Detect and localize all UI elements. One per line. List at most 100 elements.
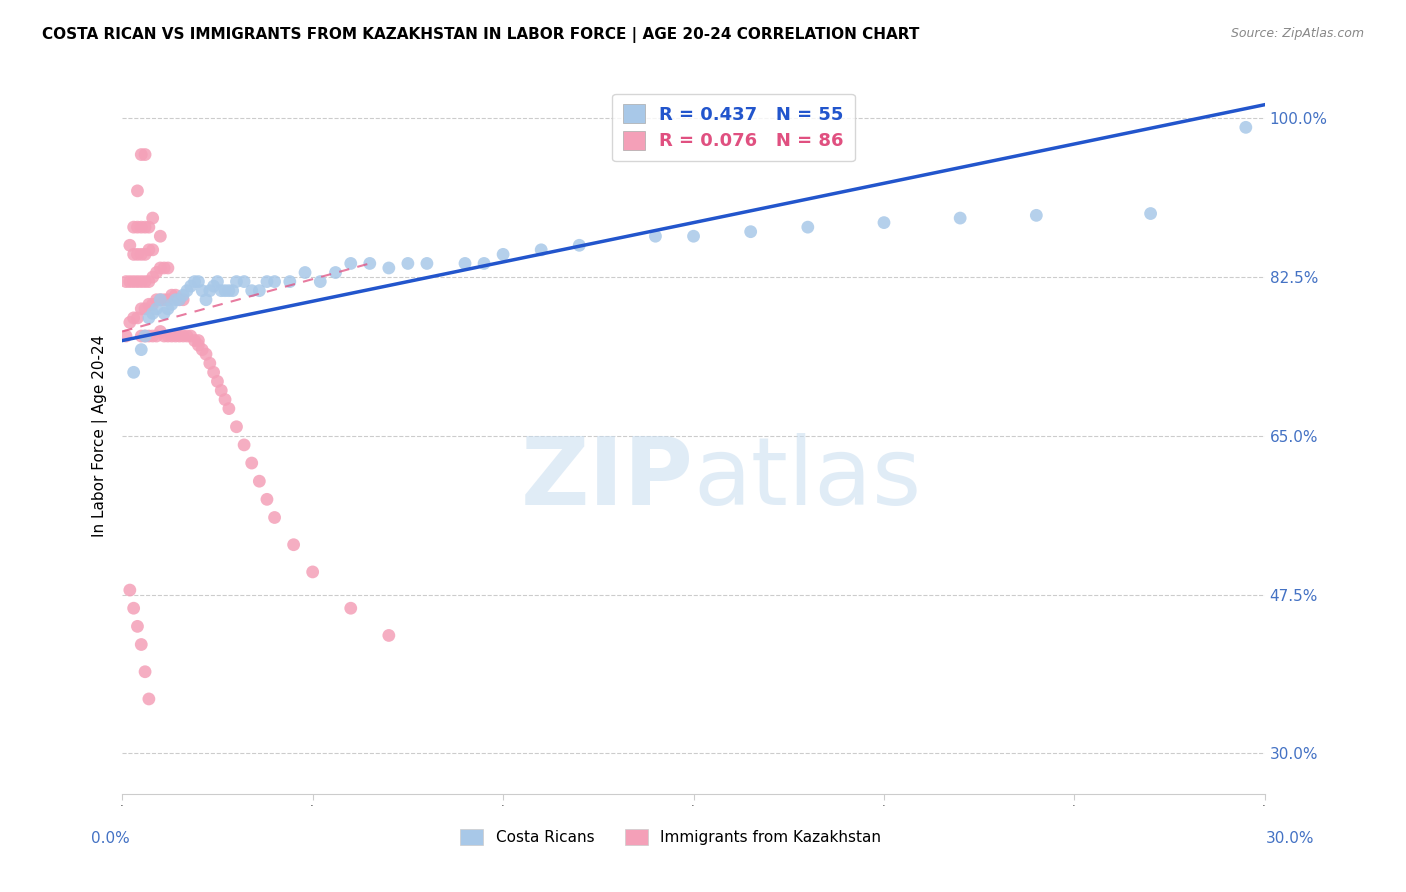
- Point: [378, 628, 401, 642]
- Point: [149, 229, 172, 244]
- Point: [169, 293, 191, 307]
- Point: [149, 293, 172, 307]
- Point: [122, 601, 145, 615]
- Point: [378, 260, 401, 275]
- Point: [122, 247, 145, 261]
- Point: [309, 275, 332, 289]
- Point: [172, 293, 194, 307]
- Point: [118, 238, 141, 252]
- Legend: R = 0.437   N = 55, R = 0.076   N = 86: R = 0.437 N = 55, R = 0.076 N = 86: [613, 94, 855, 161]
- Point: [492, 247, 515, 261]
- Point: [138, 692, 160, 706]
- Point: [209, 284, 232, 298]
- Point: [198, 284, 221, 298]
- Point: [134, 275, 156, 289]
- Point: [138, 329, 160, 343]
- Point: [153, 329, 176, 343]
- Point: [169, 329, 191, 343]
- Point: [145, 266, 167, 280]
- Point: [209, 384, 232, 398]
- Point: [169, 293, 191, 307]
- Point: [191, 284, 214, 298]
- Point: [145, 329, 167, 343]
- Point: [134, 220, 156, 235]
- Point: [156, 329, 179, 343]
- Point: [454, 256, 477, 270]
- Point: [142, 270, 165, 285]
- Point: [256, 492, 278, 507]
- Point: [165, 329, 187, 343]
- Point: [172, 288, 194, 302]
- Point: [218, 401, 240, 416]
- Point: [138, 310, 160, 325]
- Point: [153, 260, 176, 275]
- Point: [396, 256, 419, 270]
- Point: [263, 510, 285, 524]
- Point: [122, 310, 145, 325]
- Point: [129, 329, 152, 343]
- Point: [339, 256, 361, 270]
- Point: [115, 275, 138, 289]
- Point: [127, 184, 149, 198]
- Point: [142, 329, 165, 343]
- Point: [160, 297, 183, 311]
- Point: [138, 275, 160, 289]
- Point: [1025, 208, 1047, 222]
- Point: [118, 315, 141, 329]
- Point: [568, 238, 591, 252]
- Point: [202, 279, 225, 293]
- Point: [138, 220, 160, 235]
- Point: [176, 284, 198, 298]
- Point: [740, 225, 762, 239]
- Point: [149, 325, 172, 339]
- Point: [207, 275, 229, 289]
- Point: [240, 456, 263, 470]
- Point: [301, 565, 323, 579]
- Point: [263, 275, 285, 289]
- Point: [134, 665, 156, 679]
- Point: [247, 474, 270, 488]
- Point: [183, 275, 205, 289]
- Point: [165, 293, 187, 307]
- Point: [359, 256, 381, 270]
- Point: [142, 211, 165, 225]
- Point: [134, 329, 156, 343]
- Point: [187, 334, 209, 348]
- Point: [134, 147, 156, 161]
- Point: [122, 220, 145, 235]
- Point: [156, 293, 179, 307]
- Point: [160, 288, 183, 302]
- Point: [129, 247, 152, 261]
- Point: [134, 301, 156, 316]
- Point: [283, 538, 305, 552]
- Point: [797, 220, 820, 235]
- Point: [180, 329, 202, 343]
- Point: [115, 329, 138, 343]
- Point: [202, 365, 225, 379]
- Point: [160, 329, 183, 343]
- Point: [187, 338, 209, 352]
- Point: [183, 334, 205, 348]
- Point: [142, 297, 165, 311]
- Point: [127, 220, 149, 235]
- Point: [145, 293, 167, 307]
- Text: 30.0%: 30.0%: [1267, 831, 1315, 846]
- Point: [153, 293, 176, 307]
- Point: [138, 297, 160, 311]
- Point: [145, 301, 167, 316]
- Text: Source: ZipAtlas.com: Source: ZipAtlas.com: [1230, 27, 1364, 40]
- Point: [256, 275, 278, 289]
- Point: [122, 365, 145, 379]
- Point: [153, 306, 176, 320]
- Point: [339, 601, 361, 615]
- Point: [218, 284, 240, 298]
- Point: [138, 243, 160, 257]
- Point: [1139, 206, 1161, 220]
- Point: [233, 438, 256, 452]
- Point: [195, 347, 218, 361]
- Point: [127, 275, 149, 289]
- Point: [247, 284, 270, 298]
- Point: [416, 256, 439, 270]
- Point: [129, 147, 152, 161]
- Point: [198, 356, 221, 370]
